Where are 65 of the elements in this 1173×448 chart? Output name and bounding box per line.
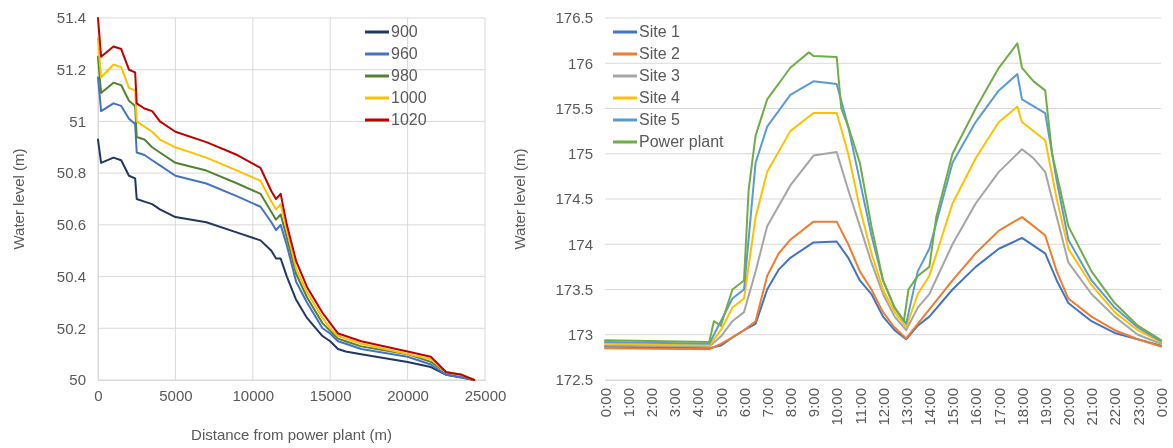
y-tick-label: 173.5	[555, 280, 593, 298]
y-tick-label: 51.2	[56, 61, 86, 79]
line-series	[604, 236, 1162, 350]
x-tick-label: 11:00	[851, 388, 869, 425]
y-tick-label: 50	[69, 371, 86, 389]
y-tick-label: 176	[567, 54, 593, 72]
x-tick-label: 15:00	[944, 388, 962, 426]
legend-label: 1000	[391, 89, 427, 106]
x-tick-label: 9:00	[805, 388, 823, 418]
y-tick-label: 51.4	[56, 9, 86, 27]
legend-label: Site 4	[639, 89, 681, 106]
x-tick-label: 5000	[159, 386, 193, 404]
legend-label: Site 1	[639, 23, 681, 40]
x-tick-label: 12:00	[874, 388, 892, 426]
x-axis-title: Distance from power plant (m)	[191, 426, 392, 443]
x-tick-label: 22:00	[1106, 388, 1124, 426]
legend-label: Site 5	[639, 111, 681, 128]
line-series	[604, 148, 1162, 348]
x-tick-label: 2:00	[643, 388, 661, 418]
legend-label: 980	[391, 67, 418, 84]
y-tick-label: 174	[567, 235, 593, 253]
y-axis-title: Water level (m)	[10, 148, 27, 250]
y-tick-label: 50.4	[56, 267, 86, 285]
legend-label: Site 2	[639, 45, 681, 62]
y-tick-label: 50.6	[56, 216, 86, 234]
x-tick-label: 13:00	[897, 388, 915, 426]
x-tick-label: 14:00	[921, 388, 939, 426]
legend-label: 900	[391, 23, 418, 40]
x-tick-label: 16:00	[967, 388, 985, 426]
x-tick-label: 15000	[309, 386, 352, 404]
x-tick-label: 0:00	[1152, 388, 1170, 418]
x-tick-label: 0	[94, 386, 103, 404]
x-tick-label: 5:00	[712, 388, 730, 418]
x-tick-label: 1:00	[619, 388, 637, 418]
x-tick-label: 4:00	[689, 388, 707, 418]
y-tick-label: 174.5	[555, 190, 593, 208]
x-tick-label: 17:00	[990, 388, 1008, 426]
legend-label: 1020	[391, 111, 427, 128]
x-tick-label: 18:00	[1013, 388, 1031, 426]
y-axis-title: Water level (m)	[511, 148, 528, 250]
x-tick-label: 20000	[387, 386, 429, 404]
y-tick-label: 175	[567, 145, 593, 163]
x-tick-label: 8:00	[782, 388, 800, 418]
x-tick-label: 21:00	[1083, 388, 1101, 426]
legend-label: 960	[391, 45, 418, 62]
y-tick-label: 176.5	[555, 9, 593, 27]
x-tick-label: 25000	[464, 386, 507, 404]
y-tick-label: 50.2	[56, 319, 86, 337]
x-tick-label: 7:00	[758, 388, 776, 418]
legend-label: Site 3	[639, 67, 681, 84]
legend-label: Power plant	[639, 133, 725, 150]
x-tick-label: 10000	[232, 386, 275, 404]
x-tick-label: 19:00	[1036, 388, 1054, 426]
line-series	[604, 216, 1162, 351]
y-tick-label: 172.5	[555, 371, 593, 389]
y-tick-label: 175.5	[555, 99, 593, 117]
y-tick-label: 51	[69, 112, 86, 130]
x-tick-label: 20:00	[1060, 388, 1078, 426]
x-tick-label: 3:00	[666, 388, 684, 418]
x-tick-label: 10:00	[828, 388, 846, 426]
x-tick-label: 0:00	[596, 388, 614, 418]
x-tick-label: 6:00	[735, 388, 753, 418]
y-tick-label: 173	[567, 326, 593, 344]
y-tick-label: 50.8	[56, 164, 86, 182]
x-tick-label: 23:00	[1129, 388, 1147, 426]
